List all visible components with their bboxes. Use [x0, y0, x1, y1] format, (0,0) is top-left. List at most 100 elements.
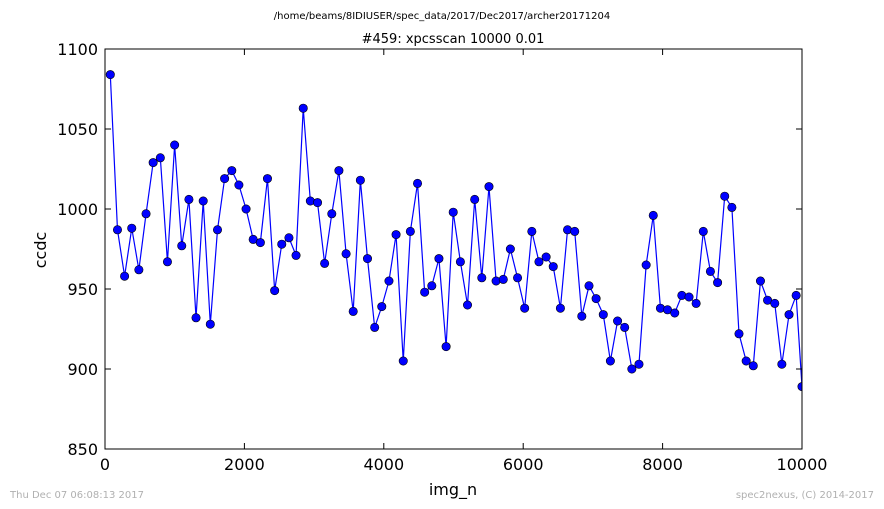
data-point	[641, 260, 651, 270]
data-point	[384, 276, 394, 286]
data-point	[484, 182, 494, 192]
data-point	[463, 300, 473, 310]
data-point	[520, 303, 530, 313]
data-point	[298, 103, 308, 113]
x-tick-label: 6000	[503, 455, 544, 474]
plot-frame	[104, 48, 803, 450]
data-point	[213, 225, 223, 235]
data-point	[184, 194, 194, 204]
data-point	[627, 364, 637, 374]
data-point	[584, 281, 594, 291]
data-point	[541, 252, 551, 262]
data-point	[498, 274, 508, 284]
data-point	[284, 233, 294, 243]
data-point	[698, 226, 708, 236]
data-point	[527, 226, 537, 236]
series-layer	[105, 70, 802, 392]
data-point	[613, 316, 623, 326]
x-tick-label: 2000	[224, 455, 265, 474]
data-point	[555, 303, 565, 313]
data-point	[777, 359, 787, 369]
data-point	[155, 153, 165, 163]
data-point	[513, 273, 523, 283]
data-point	[477, 273, 487, 283]
data-point	[577, 311, 587, 321]
data-point	[713, 278, 723, 288]
data-point	[177, 241, 187, 251]
data-point	[405, 226, 415, 236]
data-point	[370, 322, 380, 332]
x-tick-label: 0	[100, 455, 110, 474]
x-tick-label: 4000	[363, 455, 404, 474]
data-point	[434, 254, 444, 264]
x-axis-label: img_n	[429, 480, 477, 500]
data-point	[684, 292, 694, 302]
data-point	[734, 329, 744, 339]
data-point	[591, 294, 601, 304]
data-point	[277, 239, 287, 249]
data-point	[355, 175, 365, 185]
data-point	[362, 254, 372, 264]
data-point	[391, 230, 401, 240]
data-point	[741, 356, 751, 366]
data-point	[398, 356, 408, 366]
suptitle: /home/beams/8IDIUSER/spec_data/2017/Dec2…	[274, 11, 610, 22]
y-tick-label: 950	[67, 280, 98, 299]
data-point	[270, 286, 280, 296]
axes-layer: 0 2000 4000 6000 8000 10000 850 900 950 1000 1050 1…	[57, 40, 827, 474]
data-point	[241, 204, 251, 214]
data-point	[534, 257, 544, 267]
data-point	[441, 342, 451, 352]
data-point	[470, 194, 480, 204]
x-tick-label: 8000	[642, 455, 683, 474]
data-point	[291, 250, 301, 260]
data-point	[620, 322, 630, 332]
data-point	[377, 302, 387, 312]
data-point	[605, 356, 615, 366]
data-point	[634, 359, 644, 369]
y-tick-label: 1100	[57, 40, 98, 59]
data-point	[255, 238, 265, 248]
footer-timestamp: Thu Dec 07 06:08:13 2017	[9, 490, 144, 501]
data-point	[755, 276, 765, 286]
y-tick-label: 900	[67, 360, 98, 379]
data-point	[162, 257, 172, 267]
data-point	[598, 310, 608, 320]
data-point	[413, 178, 423, 188]
data-point	[220, 174, 230, 184]
data-point	[112, 225, 122, 235]
footer-credit: spec2nexus, (C) 2014-2017	[736, 490, 874, 501]
y-tick-label: 1000	[57, 200, 98, 219]
data-point	[227, 166, 237, 176]
data-point	[320, 258, 330, 268]
x-tick-label: 10000	[777, 455, 828, 474]
data-point	[448, 207, 458, 217]
data-point	[205, 319, 215, 329]
data-point	[748, 361, 758, 371]
data-point	[455, 257, 465, 267]
y-axis-label: ccdc	[31, 232, 50, 269]
data-point	[134, 265, 144, 275]
data-point	[170, 140, 180, 150]
data-point	[505, 244, 515, 254]
data-point	[262, 174, 272, 184]
y-tick-label: 850	[67, 440, 98, 459]
data-point	[427, 281, 437, 291]
data-point	[720, 191, 730, 201]
data-point	[570, 226, 580, 236]
data-point	[548, 262, 558, 272]
chart-title: #459: xpcsscan 10000 0.01	[362, 32, 545, 47]
data-point	[691, 298, 701, 308]
data-point	[670, 308, 680, 318]
data-point	[105, 70, 115, 80]
data-point	[327, 209, 337, 219]
data-point	[148, 158, 158, 168]
data-point	[127, 223, 137, 233]
data-point	[727, 202, 737, 212]
data-point	[791, 290, 801, 300]
data-point	[648, 210, 658, 220]
data-point	[705, 266, 715, 276]
data-point	[234, 180, 244, 190]
data-point	[341, 249, 351, 259]
